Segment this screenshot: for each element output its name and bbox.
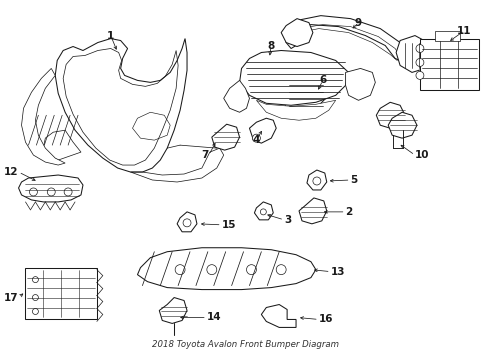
Text: 2018 Toyota Avalon Front Bumper Diagram: 2018 Toyota Avalon Front Bumper Diagram [152, 340, 338, 349]
Circle shape [32, 276, 38, 283]
Polygon shape [239, 50, 348, 105]
Polygon shape [345, 68, 375, 100]
Circle shape [415, 58, 423, 67]
Polygon shape [43, 130, 81, 160]
Circle shape [32, 309, 38, 315]
Polygon shape [376, 102, 404, 128]
Polygon shape [387, 112, 416, 138]
Text: 6: 6 [319, 75, 326, 85]
Text: 15: 15 [221, 220, 236, 230]
Text: 7: 7 [201, 150, 208, 160]
Text: 16: 16 [318, 314, 333, 324]
Text: 5: 5 [350, 175, 357, 185]
Circle shape [260, 209, 266, 215]
Text: 11: 11 [456, 26, 471, 36]
Circle shape [183, 219, 191, 227]
Polygon shape [19, 175, 83, 202]
Polygon shape [285, 15, 407, 62]
Text: 1: 1 [107, 31, 114, 41]
Polygon shape [281, 19, 312, 46]
Text: 14: 14 [206, 312, 221, 323]
Circle shape [246, 265, 256, 275]
Polygon shape [256, 100, 335, 120]
Text: 10: 10 [414, 150, 428, 160]
Text: 13: 13 [330, 267, 345, 276]
Circle shape [47, 188, 55, 196]
Polygon shape [283, 75, 325, 112]
Circle shape [252, 134, 260, 142]
Circle shape [415, 45, 423, 53]
Bar [419, 39, 478, 90]
Text: 2: 2 [345, 207, 352, 217]
Polygon shape [298, 198, 326, 224]
Text: 8: 8 [267, 41, 274, 50]
Circle shape [206, 265, 216, 275]
Polygon shape [159, 298, 186, 323]
Polygon shape [306, 170, 326, 190]
Polygon shape [254, 202, 273, 220]
Polygon shape [137, 248, 315, 289]
Circle shape [312, 177, 320, 185]
Circle shape [29, 188, 37, 196]
Polygon shape [21, 68, 65, 165]
Bar [434, 31, 459, 41]
Text: 4: 4 [252, 135, 260, 145]
Text: 12: 12 [4, 167, 19, 177]
Polygon shape [249, 118, 276, 143]
Polygon shape [55, 39, 186, 172]
Circle shape [64, 188, 72, 196]
Circle shape [415, 71, 423, 80]
Circle shape [276, 265, 285, 275]
Text: 17: 17 [4, 293, 19, 302]
Circle shape [175, 265, 184, 275]
Polygon shape [261, 305, 295, 328]
Text: 9: 9 [354, 18, 361, 28]
Polygon shape [223, 80, 249, 112]
Polygon shape [211, 124, 239, 150]
Text: 3: 3 [284, 215, 291, 225]
Polygon shape [395, 36, 431, 72]
Circle shape [32, 294, 38, 301]
Polygon shape [177, 212, 197, 232]
Bar [25, 268, 97, 319]
